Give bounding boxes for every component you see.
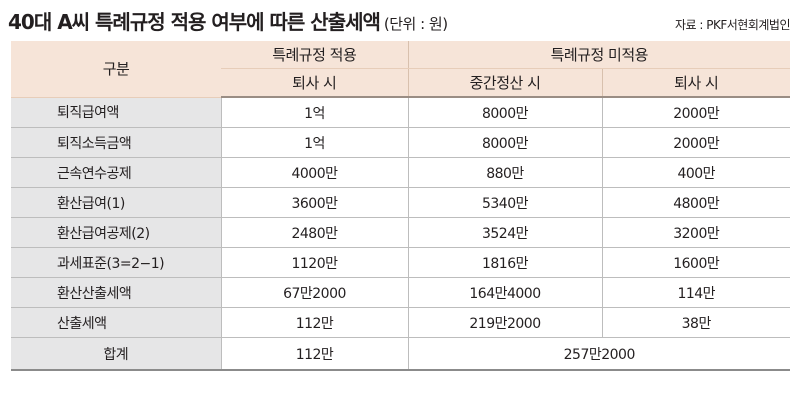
table-row: 산출세액 112만 219만2000 38만 bbox=[11, 307, 790, 338]
unit-label: (단위 : 원) bbox=[383, 15, 448, 33]
cell-interim-settlement: 5340만 bbox=[407, 187, 602, 218]
col-header-applied-retire: 퇴사 시 bbox=[221, 68, 409, 98]
table-row: 환산산출세액 67만2000 164만4000 114만 bbox=[11, 277, 790, 308]
cell-not-applied-retire: 400만 bbox=[601, 157, 790, 188]
table-row: 퇴직소득금액 1억 8000만 2000만 bbox=[11, 127, 790, 158]
severance-tax-table: 구분 특례규정 적용 특례규정 미적용 퇴사 시 중간정산 시 퇴사 시 퇴직급… bbox=[11, 41, 790, 371]
cell-applied-retire: 112만 bbox=[220, 307, 408, 338]
cell-interim-settlement: 219만2000 bbox=[407, 307, 602, 338]
cell-interim-settlement: 1816만 bbox=[407, 247, 602, 278]
source-credit: 자료 : PKF서현회계법인 bbox=[674, 18, 791, 32]
table-row: 퇴직급여액 1억 8000만 2000만 bbox=[11, 97, 790, 128]
cell-not-applied-retire: 3200만 bbox=[601, 217, 790, 248]
cell-interim-settlement: 880만 bbox=[407, 157, 602, 188]
cell-applied-retire: 67만2000 bbox=[220, 277, 408, 308]
col-header-not-applied-retire: 퇴사 시 bbox=[602, 68, 790, 98]
row-label: 환산급여(1) bbox=[11, 187, 221, 218]
cell-not-applied-retire: 2000만 bbox=[601, 97, 790, 128]
table-row: 환산급여공제(2) 2480만 3524만 3200만 bbox=[11, 217, 790, 248]
row-label: 환산급여공제(2) bbox=[11, 217, 221, 248]
cell-not-applied-retire: 114만 bbox=[601, 277, 790, 308]
cell-applied-retire: 1120만 bbox=[220, 247, 408, 278]
page-title: 40대 A씨 특례규정 적용 여부에 따른 산출세액 (단위 : 원) bbox=[8, 6, 448, 35]
cell-not-applied-retire: 38만 bbox=[601, 307, 790, 338]
row-header-label: 구분 bbox=[11, 41, 221, 98]
cell-applied-retire: 4000만 bbox=[220, 157, 408, 188]
cell-applied-retire: 2480만 bbox=[220, 217, 408, 248]
header: 40대 A씨 특례규정 적용 여부에 따른 산출세액 (단위 : 원) 자료 : … bbox=[0, 0, 800, 40]
total-not-applied: 257만2000 bbox=[407, 337, 790, 371]
cell-not-applied-retire: 2000만 bbox=[601, 127, 790, 158]
total-applied: 112만 bbox=[220, 337, 408, 371]
row-label: 퇴직소득금액 bbox=[11, 127, 221, 158]
cell-interim-settlement: 164만4000 bbox=[407, 277, 602, 308]
title-text: 40대 A씨 특례규정 적용 여부에 따른 산출세액 bbox=[8, 10, 381, 34]
cell-interim-settlement: 8000만 bbox=[407, 127, 602, 158]
group-header-not-applied: 특례규정 미적용 bbox=[408, 41, 790, 69]
cell-applied-retire: 1억 bbox=[220, 127, 408, 158]
group-header-applied: 특례규정 적용 bbox=[221, 41, 409, 69]
total-row: 합계 112만 257만2000 bbox=[11, 337, 790, 371]
cell-applied-retire: 1억 bbox=[220, 97, 408, 128]
row-label: 환산산출세액 bbox=[11, 277, 221, 308]
cell-not-applied-retire: 4800만 bbox=[601, 187, 790, 218]
total-label: 합계 bbox=[11, 337, 221, 371]
table-row: 근속연수공제 4000만 880만 400만 bbox=[11, 157, 790, 188]
row-label: 산출세액 bbox=[11, 307, 221, 338]
col-header-interim-settlement: 중간정산 시 bbox=[408, 68, 603, 98]
row-label: 퇴직급여액 bbox=[11, 97, 221, 128]
table-row: 과세표준(3=2−1) 1120만 1816만 1600만 bbox=[11, 247, 790, 278]
cell-not-applied-retire: 1600만 bbox=[601, 247, 790, 278]
row-label: 과세표준(3=2−1) bbox=[11, 247, 221, 278]
cell-interim-settlement: 8000만 bbox=[407, 97, 602, 128]
table-row: 환산급여(1) 3600만 5340만 4800만 bbox=[11, 187, 790, 218]
cell-interim-settlement: 3524만 bbox=[407, 217, 602, 248]
row-label: 근속연수공제 bbox=[11, 157, 221, 188]
cell-applied-retire: 3600만 bbox=[220, 187, 408, 218]
